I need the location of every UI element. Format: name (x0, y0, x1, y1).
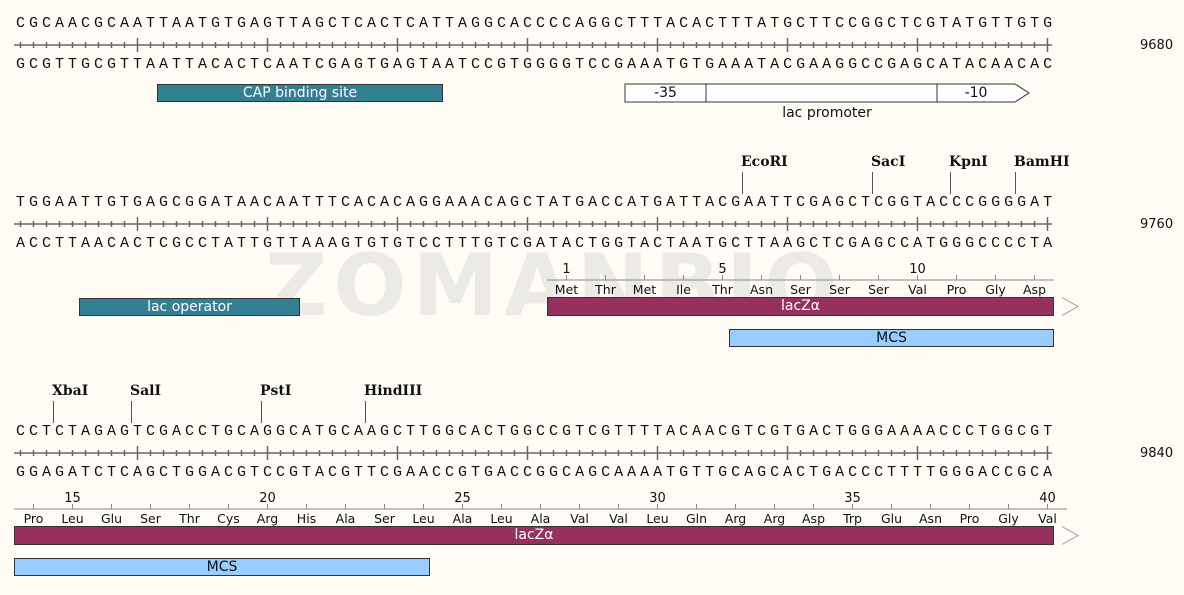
top-strand-sequence: CGCAACGCAATTAATGTGAGTTAGCTCACTCATTAGGCAC… (16, 15, 1057, 32)
amino-acid: Met (632, 282, 657, 297)
amino-acid-number: 30 (649, 491, 666, 506)
direction-arrow-icon (1061, 526, 1080, 545)
amino-acid: Val (908, 282, 927, 297)
bottom-strand-sequence: ACCTTAACACTCGCCTATTGTTAAAGTGTGTCCTTTGTCG… (16, 235, 1057, 252)
feature-capbindingsite: CAP binding site (157, 84, 443, 102)
enzyme-label-bamhi: BamHI (1014, 154, 1070, 170)
promoter-minus10-label: -10 (964, 85, 988, 101)
amino-acid: Pro (23, 511, 44, 526)
amino-acid-number: 35 (844, 491, 861, 506)
amino-acid: Ala (530, 511, 551, 526)
amino-acid: Arg (256, 511, 279, 526)
enzyme-cut-line (742, 172, 743, 194)
enzyme-label-kpni: KpnI (949, 154, 988, 170)
promoter-label: lac promoter (782, 105, 872, 121)
bottom-strand-sequence: GGAGATCTCAGCTGGACGTCCGTACGTTCGAACCGTGACC… (16, 464, 1057, 481)
position-number: 9840 (1140, 446, 1174, 461)
amino-acid: Ala (452, 511, 473, 526)
feature-mcs: MCS (729, 329, 1054, 347)
enzyme-cut-line (261, 401, 262, 423)
amino-acid: Met (554, 282, 579, 297)
position-number: 9680 (1140, 38, 1174, 53)
feature-lacz: lacZα (547, 297, 1054, 316)
enzyme-cut-line (872, 172, 873, 194)
enzyme-cut-line (131, 401, 132, 423)
top-strand-sequence: TGGAATTGTGAGCGGATAACAATTTCACACAGGAAACAGC… (16, 194, 1057, 211)
top-strand-sequence: CCTCTAGAGTCGACCTGCAGGCATGCAAGCTTGGCACTGG… (16, 423, 1057, 440)
direction-arrow-icon (1061, 297, 1080, 316)
enzyme-label-saci: SacI (871, 154, 906, 170)
amino-acid: Asn (919, 511, 942, 526)
amino-acid: Asp (802, 511, 825, 526)
amino-acid: Ser (790, 282, 811, 297)
amino-acid: Val (1038, 511, 1057, 526)
enzyme-cut-line (950, 172, 951, 194)
amino-acid-number: 25 (454, 491, 471, 506)
amino-acid: Pro (946, 282, 967, 297)
amino-acid-number: 1 (562, 262, 571, 277)
amino-acid: Arg (724, 511, 747, 526)
amino-acid: Trp (843, 511, 862, 526)
amino-acid-number: 15 (64, 491, 81, 506)
amino-acid: Ser (868, 282, 889, 297)
amino-acid: Asp (1023, 282, 1046, 297)
enzyme-label-xbai: XbaI (52, 383, 89, 399)
amino-acid: Gly (998, 511, 1019, 526)
amino-acid-number: 40 (1039, 491, 1056, 506)
position-number: 9760 (1140, 217, 1174, 232)
enzyme-cut-line (1015, 172, 1016, 194)
amino-acid-number: 5 (718, 262, 727, 277)
feature-lacoperator: lac operator (79, 298, 300, 316)
feature-lacz: lacZα (14, 526, 1054, 545)
amino-acid: Thr (179, 511, 200, 526)
enzyme-label-sali: SalI (130, 383, 162, 399)
amino-acid: Pro (959, 511, 980, 526)
amino-acid: Arg (763, 511, 786, 526)
promoter-minus35-label: -35 (654, 85, 677, 101)
amino-acid: His (296, 511, 317, 526)
amino-acid: Asn (750, 282, 773, 297)
amino-acid: Leu (412, 511, 435, 526)
feature-mcs: MCS (14, 558, 430, 576)
amino-acid: Ile (676, 282, 691, 297)
amino-acid: Leu (61, 511, 84, 526)
amino-acid: Ala (335, 511, 356, 526)
amino-acid: Val (570, 511, 589, 526)
amino-acid: Val (609, 511, 628, 526)
amino-acid: Ser (374, 511, 395, 526)
amino-acid: Glu (880, 511, 903, 526)
amino-acid: Thr (595, 282, 616, 297)
amino-acid-number: 10 (909, 262, 926, 277)
amino-acid: Ser (829, 282, 850, 297)
lac-promoter-arrow (624, 83, 1030, 103)
amino-acid: Thr (712, 282, 733, 297)
enzyme-label-ecori: EcoRI (741, 154, 788, 170)
amino-acid-number: 20 (259, 491, 276, 506)
bottom-strand-sequence: GCGTTGCGTTAATTACACTCAATCGAGTGAGTAATCCGTG… (16, 56, 1057, 73)
enzyme-cut-line (53, 401, 54, 423)
enzyme-cut-line (365, 401, 366, 423)
amino-acid: Leu (490, 511, 513, 526)
amino-acid: Gln (685, 511, 708, 526)
amino-acid: Ser (140, 511, 161, 526)
amino-acid: Cys (217, 511, 240, 526)
enzyme-label-psti: PstI (260, 383, 292, 399)
amino-acid: Gly (985, 282, 1006, 297)
enzyme-label-hindiii: HindIII (364, 383, 423, 399)
amino-acid: Leu (646, 511, 669, 526)
amino-acid: Glu (100, 511, 123, 526)
